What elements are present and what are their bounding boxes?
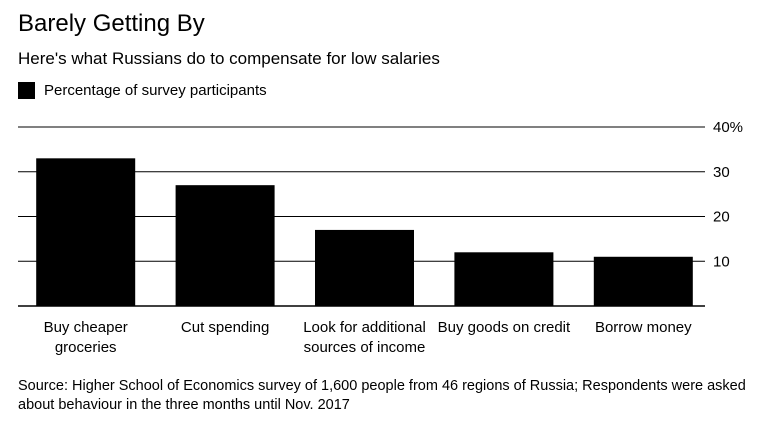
x-tick-label: Look for additional	[303, 319, 426, 336]
source-note: Source: Higher School of Economics surve…	[18, 378, 746, 413]
x-tick-label: Buy cheaper	[44, 319, 128, 336]
x-tick-label: Buy goods on credit	[438, 319, 571, 336]
x-tick-label: sources of income	[304, 339, 426, 356]
bar	[315, 229, 414, 306]
chart-title: Barely Getting By	[18, 10, 205, 37]
y-tick-label: 40%	[713, 119, 743, 136]
y-tick-label: 30	[713, 164, 730, 181]
x-tick-label: Borrow money	[595, 319, 692, 336]
bar	[36, 158, 136, 306]
bar	[175, 185, 275, 306]
x-tick-label: groceries	[55, 339, 117, 356]
bar	[593, 256, 693, 306]
legend-label: Percentage of survey participants	[44, 82, 267, 99]
chart-subtitle: Here's what Russians do to compensate fo…	[18, 49, 440, 68]
x-tick-label: Cut spending	[181, 319, 269, 336]
legend-swatch	[18, 82, 35, 99]
bar	[454, 252, 554, 306]
legend: Percentage of survey participants	[18, 82, 267, 99]
y-tick-label: 10	[713, 253, 730, 270]
y-tick-label: 20	[713, 209, 730, 226]
